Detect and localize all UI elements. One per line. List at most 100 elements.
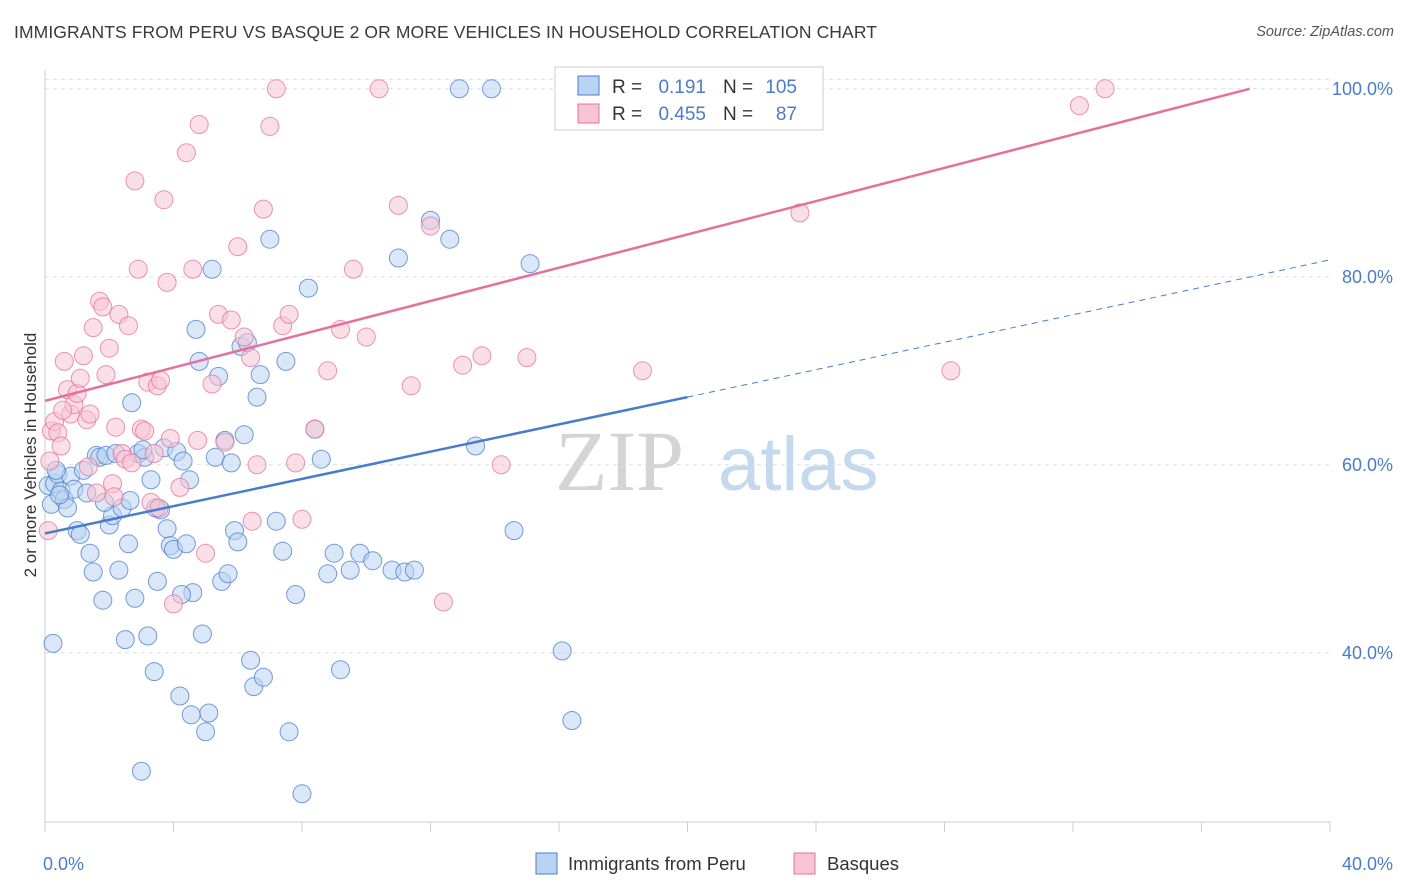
basques-point-72 bbox=[491, 455, 511, 475]
basques-point-37 bbox=[157, 272, 177, 292]
basques-point-28 bbox=[128, 259, 148, 279]
basques-point-83 bbox=[104, 487, 124, 507]
basques-point-53 bbox=[253, 199, 273, 219]
peru-point-65 bbox=[247, 387, 267, 407]
legend-box: R = 0.191 N = 105 R = 0.455 N = 87 bbox=[554, 66, 824, 131]
peru-point-51 bbox=[202, 259, 222, 279]
basques-point-64 bbox=[356, 327, 376, 347]
legend-swatch-blue bbox=[577, 75, 600, 96]
watermark: ZIP atlas bbox=[555, 413, 879, 509]
basques-point-48 bbox=[221, 310, 241, 330]
peru-point-56 bbox=[218, 564, 238, 584]
basques-point-17 bbox=[93, 297, 113, 317]
watermark-atlas: atlas bbox=[718, 422, 879, 507]
peru-trend-extension bbox=[687, 259, 1331, 398]
axes bbox=[44, 70, 1331, 832]
basques-point-35 bbox=[151, 370, 171, 390]
legend-n-value-1: 105 bbox=[765, 77, 797, 98]
basques-point-73 bbox=[517, 348, 537, 368]
peru-point-97 bbox=[43, 633, 63, 653]
peru-point-72 bbox=[279, 722, 299, 742]
peru-point-42 bbox=[173, 451, 193, 471]
y-tick-label-1: 60.0% bbox=[1342, 455, 1393, 475]
peru-point-90 bbox=[449, 79, 469, 99]
basques-point-36 bbox=[154, 190, 174, 210]
basques-point-4 bbox=[51, 436, 71, 456]
peru-point-59 bbox=[228, 532, 248, 552]
bottom-legend-swatch-blue bbox=[535, 852, 558, 875]
basques-point-55 bbox=[266, 79, 286, 99]
y-tick-label-2: 80.0% bbox=[1342, 267, 1393, 287]
peru-point-66 bbox=[250, 365, 270, 385]
peru-point-41 bbox=[170, 686, 190, 706]
peru-point-96 bbox=[562, 711, 582, 730]
bottom-legend-swatch-pink bbox=[793, 852, 816, 875]
peru-point-68 bbox=[260, 229, 280, 249]
watermark-zip: ZIP bbox=[555, 413, 684, 509]
y-axis-title: 2 or more Vehicles in Household bbox=[21, 333, 40, 578]
basques-point-86 bbox=[188, 430, 208, 450]
basques-point-42 bbox=[183, 259, 203, 279]
trend-lines bbox=[44, 87, 1331, 535]
basques-point-26 bbox=[122, 453, 142, 473]
basques-point-65 bbox=[369, 79, 389, 99]
basques-point-49 bbox=[228, 237, 248, 257]
peru-point-105 bbox=[181, 705, 201, 725]
basques-point-47 bbox=[215, 432, 235, 452]
peru-point-26 bbox=[122, 393, 142, 413]
basques-point-61 bbox=[318, 361, 338, 381]
legend-swatch-pink bbox=[577, 103, 600, 124]
legend-n-label-2: N = bbox=[723, 104, 753, 125]
peru-point-57 bbox=[221, 453, 241, 473]
basques-point-38 bbox=[160, 429, 180, 448]
peru-point-85 bbox=[388, 248, 408, 268]
basques-point-40 bbox=[170, 477, 190, 497]
peru-point-73 bbox=[286, 585, 306, 604]
peru-point-70 bbox=[273, 541, 293, 561]
basques-point-30 bbox=[135, 421, 155, 441]
basques-point-70 bbox=[453, 355, 473, 375]
peru-point-31 bbox=[138, 626, 158, 646]
basques-point-39 bbox=[164, 594, 183, 614]
peru-point-67 bbox=[253, 667, 273, 687]
basques-point-25 bbox=[119, 316, 138, 336]
peru-point-99 bbox=[50, 485, 69, 505]
peru-point-81 bbox=[340, 560, 360, 580]
peru-point-92 bbox=[482, 79, 501, 99]
basques-point-54 bbox=[260, 116, 280, 136]
peru-point-77 bbox=[311, 449, 331, 469]
peru-point-25 bbox=[119, 534, 138, 554]
peru-point-94 bbox=[520, 254, 540, 274]
basques-point-44 bbox=[196, 543, 216, 563]
basques-point-66 bbox=[388, 195, 408, 215]
bottom-legend: Immigrants from Peru Basques bbox=[535, 852, 899, 875]
basques-point-14 bbox=[83, 318, 103, 338]
basques-point-52 bbox=[247, 455, 267, 475]
bottom-legend-label-pink: Basques bbox=[827, 853, 899, 874]
legend-r-label-1: R = bbox=[612, 77, 642, 98]
x-tick-label-0: 0.0% bbox=[43, 854, 84, 874]
peru-point-83 bbox=[363, 551, 383, 571]
peru-point-78 bbox=[318, 564, 338, 584]
basques-point-45 bbox=[202, 374, 222, 394]
peru-point-43 bbox=[176, 534, 196, 554]
basques-point-82 bbox=[78, 457, 98, 477]
peru-point-74 bbox=[292, 784, 312, 804]
peru-point-24 bbox=[115, 630, 135, 650]
basques-trend-line bbox=[44, 87, 1251, 403]
basques-point-67 bbox=[401, 376, 421, 396]
basques-point-19 bbox=[99, 338, 119, 358]
legend-r-value-1: 0.191 bbox=[658, 77, 706, 98]
basques-point-11 bbox=[74, 346, 93, 366]
peru-point-50 bbox=[199, 703, 219, 723]
basques-point-58 bbox=[286, 453, 306, 473]
peru-point-17 bbox=[93, 590, 113, 610]
peru-point-48 bbox=[192, 624, 212, 644]
peru-point-13 bbox=[80, 543, 100, 563]
basques-point-68 bbox=[421, 216, 440, 236]
peru-point-14 bbox=[83, 562, 103, 582]
tick-labels: 40.0% 60.0% 80.0% 100.0% 0.0% 40.0% bbox=[43, 79, 1393, 874]
y-tick-label-0: 40.0% bbox=[1342, 643, 1393, 663]
basques-point-59 bbox=[292, 509, 312, 529]
